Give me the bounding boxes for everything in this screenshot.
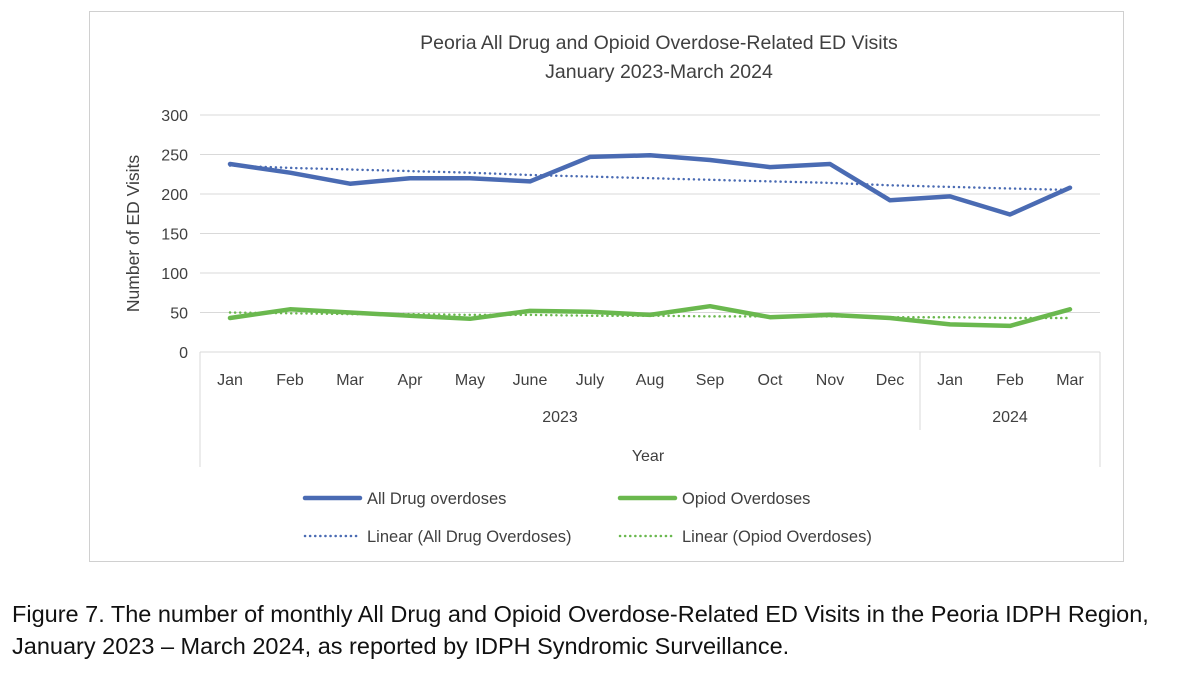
x-tick-label: Jan (217, 372, 243, 389)
chart: Peoria All Drug and Opioid Overdose-Rela… (123, 32, 1101, 546)
year-label-2024: 2024 (992, 409, 1028, 426)
chart-title: Peoria All Drug and Opioid Overdose-Rela… (420, 32, 898, 54)
x-tick-label: Aug (636, 372, 664, 389)
y-tick-label-200: 200 (161, 187, 188, 204)
y-tick-label-0: 0 (179, 345, 188, 362)
y-axis-label: Number of ED Visits (123, 155, 143, 312)
chart-subtitle: January 2023-March 2024 (545, 61, 773, 83)
legend-label-all-drug-overdoses: All Drug overdoses (367, 490, 506, 508)
legend-label-linear-opiod-overdoses: Linear (Opiod Overdoses) (682, 528, 872, 546)
x-tick-label: July (576, 372, 604, 389)
y-tick-label-300: 300 (161, 108, 188, 125)
x-axis-label: Year (632, 448, 665, 465)
x-tick-label: Nov (816, 372, 844, 389)
y-tick-label-100: 100 (161, 266, 188, 283)
x-tick-label: June (513, 372, 548, 389)
chart-frame: Peoria All Drug and Opioid Overdose-Rela… (89, 11, 1124, 562)
x-tick-label: Feb (276, 372, 304, 389)
x-tick-label: Apr (398, 372, 424, 389)
year-label-2023: 2023 (542, 409, 578, 426)
series-line-linear-all-drug-overdoses (228, 164, 1072, 192)
x-tick-label: Oct (758, 372, 783, 389)
x-tick-label: Sep (696, 372, 725, 389)
series-line-linear-opiod-overdoses (228, 311, 1072, 320)
x-tick-label: Mar (1056, 372, 1084, 389)
x-tick-label: May (455, 372, 485, 389)
series-line-all-drug-overdoses (227, 153, 1073, 217)
x-tick-label: Feb (996, 372, 1024, 389)
x-tick-label: Jan (937, 372, 963, 389)
y-tick-label-250: 250 (161, 148, 188, 165)
figure-caption: Figure 7. The number of monthly All Drug… (12, 601, 1149, 659)
legend-label-linear-all-drug-overdoses: Linear (All Drug Overdoses) (367, 528, 572, 546)
y-tick-label-50: 50 (170, 306, 188, 323)
y-tick-label-150: 150 (161, 227, 188, 244)
x-tick-label: Dec (876, 372, 904, 389)
legend-label-opiod-overdoses: Opiod Overdoses (682, 490, 810, 508)
x-tick-label: Mar (336, 372, 364, 389)
series-line-opiod-overdoses (227, 303, 1073, 329)
